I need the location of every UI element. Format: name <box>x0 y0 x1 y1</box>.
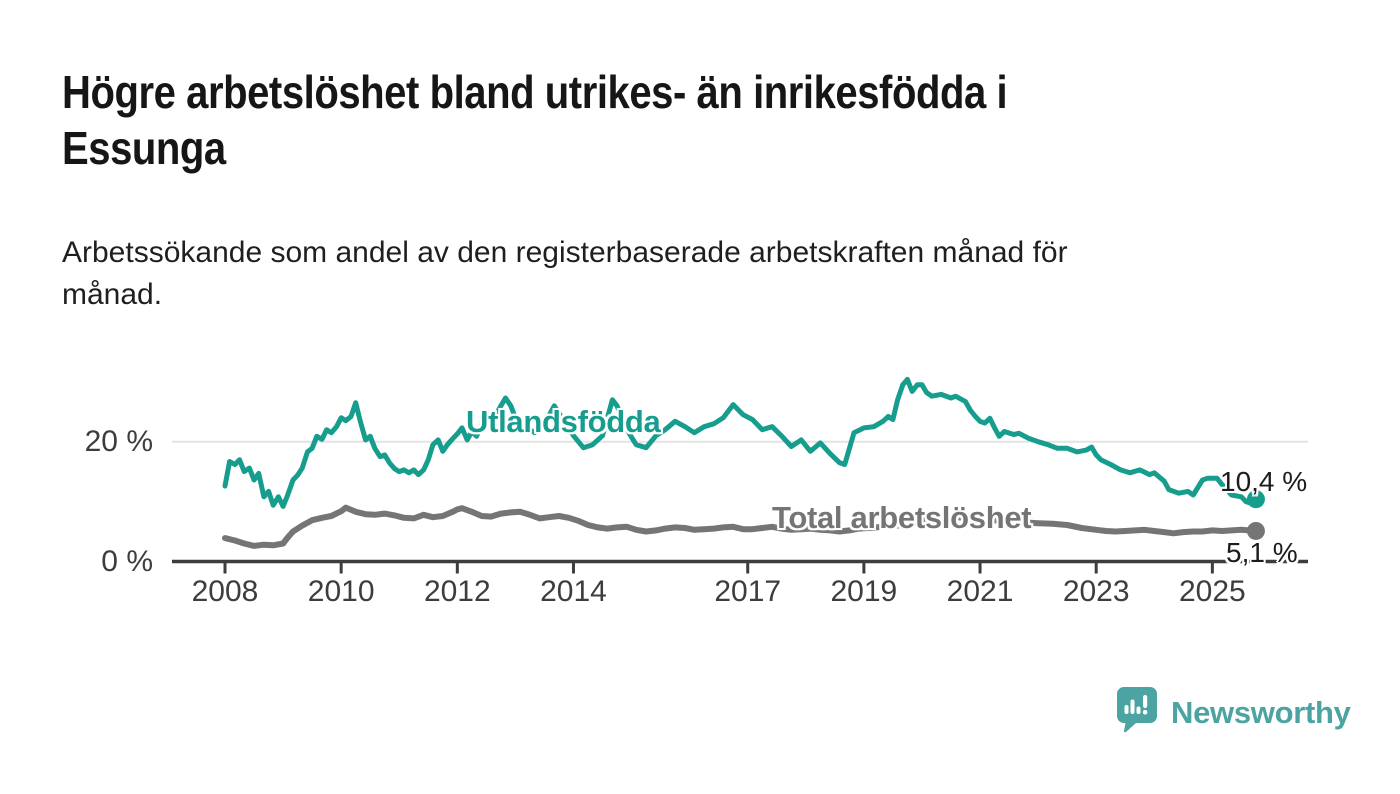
y-axis-label-0: 0 % <box>101 545 153 578</box>
series-label-total-arbetsloshet: Total arbetslöshet <box>772 500 1032 535</box>
x-axis-label-2021: 2021 <box>946 575 1014 608</box>
end-dot-total <box>1246 521 1265 540</box>
x-axis-label-2008: 2008 <box>191 575 259 608</box>
x-axis-label-2025: 2025 <box>1178 575 1246 608</box>
subtitle-line-1: Arbetssökande som andel av den registerb… <box>62 236 1068 269</box>
page-title: Högre arbetslöshet bland utrikes- än inr… <box>62 64 1158 176</box>
series-label-utlandsfodda: Utlandsfödda <box>466 404 661 439</box>
subtitle-line-2: månad. <box>62 278 163 311</box>
end-dot-utlandsfodda <box>1246 490 1265 509</box>
chart-subtitle: Arbetssökande som andel av den registerb… <box>62 232 1322 316</box>
bar-chart-speech-bubble-icon <box>1116 686 1158 739</box>
logo-text: Newsworthy <box>1171 694 1351 730</box>
x-axis-label-2010: 2010 <box>307 575 375 608</box>
title-line-1: Högre arbetslöshet bland utrikes- än inr… <box>62 66 1008 118</box>
series-line-total <box>222 504 1259 549</box>
x-axis-label-2023: 2023 <box>1062 575 1130 608</box>
end-value-label-total: 5,1 % <box>1226 537 1298 568</box>
x-axis-label-2019: 2019 <box>830 575 898 608</box>
y-axis-label-20: 20 % <box>84 425 153 458</box>
newsworthy-logo: Newsworthy <box>1116 686 1351 739</box>
end-value-label-utlandsfodda: 10,4 % <box>1220 466 1308 497</box>
x-axis-label-2017: 2017 <box>714 575 782 608</box>
x-axis-label-2014: 2014 <box>540 575 607 608</box>
title-line-2: Essunga <box>62 122 226 174</box>
series-line-utlandsfodda <box>222 376 1259 509</box>
x-axis-label-2012: 2012 <box>423 575 491 608</box>
